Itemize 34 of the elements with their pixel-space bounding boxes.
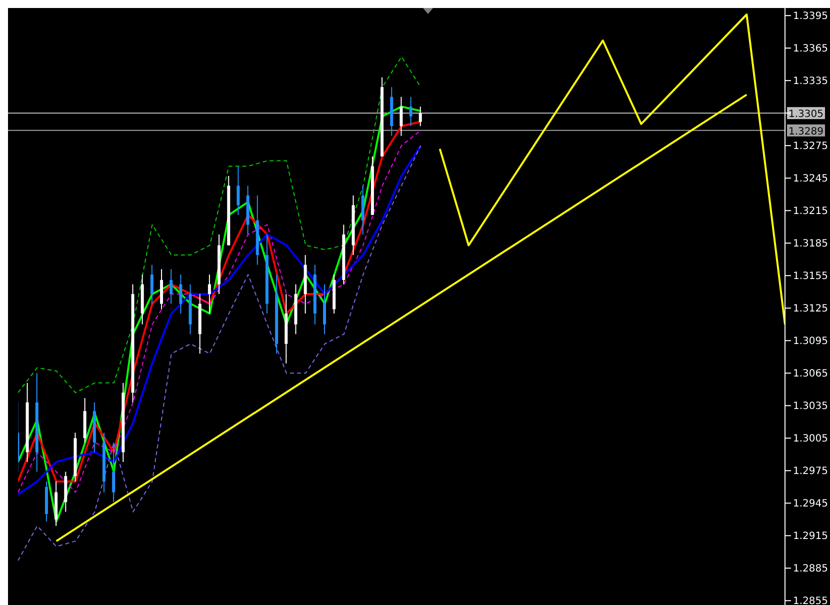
candlestick <box>112 442 116 503</box>
y-tick-label: 1.3155 <box>793 271 828 282</box>
ref-line-label: 1.3305 <box>788 109 824 120</box>
line-series <box>18 56 422 394</box>
y-tick-label: 1.3275 <box>793 141 828 152</box>
candlestick <box>418 106 422 127</box>
candlestick <box>400 96 403 136</box>
candlestick <box>208 274 211 314</box>
candlestick <box>323 284 326 335</box>
candlestick <box>160 268 164 310</box>
y-tick-label: 1.3065 <box>793 368 828 380</box>
line-series <box>18 145 422 562</box>
y-tick-label: 1.3215 <box>793 206 828 218</box>
y-tick-label: 1.2885 <box>793 564 828 575</box>
line-series <box>438 14 785 326</box>
candlestick <box>409 96 412 127</box>
y-tick-label: 1.2915 <box>793 531 828 542</box>
y-tick-label: 1.3095 <box>793 336 828 348</box>
y-tick-label: 1.3035 <box>793 401 828 412</box>
candlestick <box>150 264 154 304</box>
y-tick-label: 1.3125 <box>793 304 828 315</box>
y-tick-label: 1.3395 <box>793 11 828 22</box>
candlestick <box>170 268 173 304</box>
y-tick-label: 1.2975 <box>793 466 828 478</box>
ref-line-label: 1.3289 <box>788 126 824 138</box>
y-tick-label: 1.2945 <box>793 498 828 510</box>
candlestick <box>179 274 182 314</box>
candlestick <box>236 166 240 216</box>
y-tick-label: 1.2855 <box>793 596 828 605</box>
y-tick-label: 1.3005 <box>793 434 828 445</box>
y-tick-label: 1.3185 <box>793 238 828 250</box>
y-tick-label: 1.3245 <box>793 174 828 185</box>
y-tick-label: 1.3365 <box>793 44 828 55</box>
y-tick-label: 1.3335 <box>793 76 828 88</box>
